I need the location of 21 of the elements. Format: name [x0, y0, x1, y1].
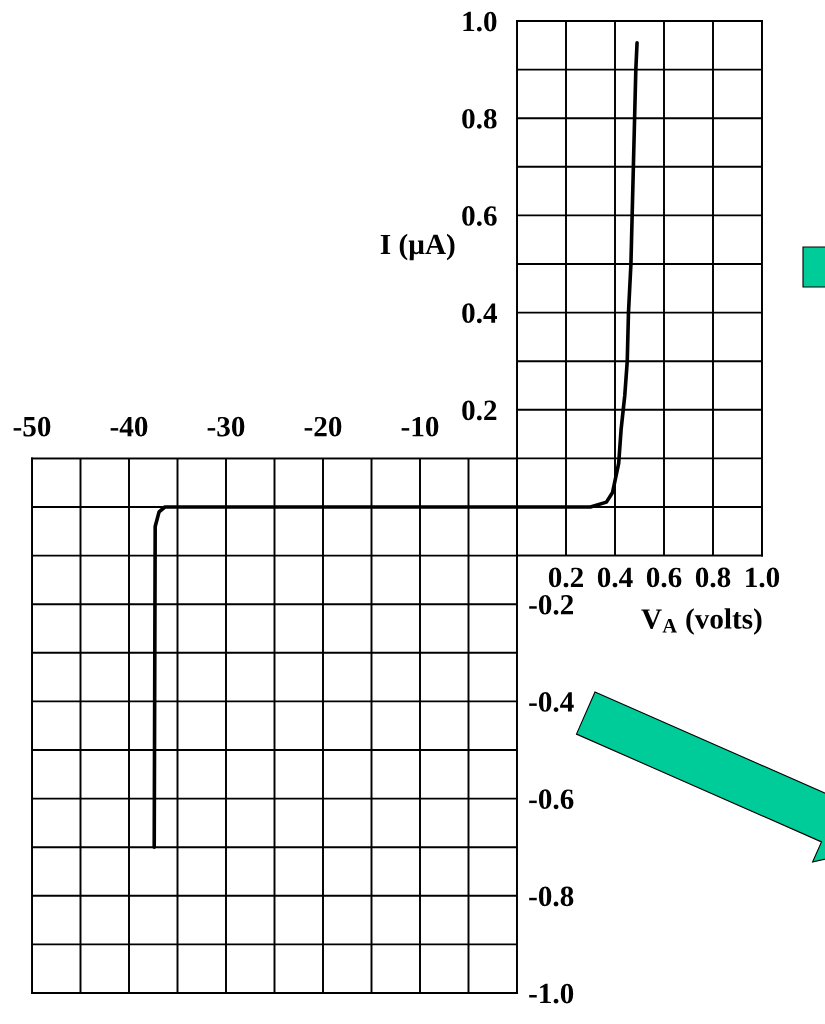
x-tick-label: 0.6 [646, 567, 682, 588]
y-tick-label: 0.4 [462, 303, 498, 324]
x-tick-label: -40 [110, 416, 148, 437]
y-tick-label: 0.6 [462, 206, 497, 226]
y-tick-label: -1.0 [529, 983, 574, 1004]
x-tick-label: 0.4 [597, 567, 633, 588]
x-axis-title: V$_{A}$ (volts) [641, 608, 762, 635]
y-tick-label: -0.2 [529, 594, 574, 615]
y-tick-label: -0.4 [529, 692, 574, 712]
x-tick-label: -50 [13, 416, 51, 437]
x-tick-label: -10 [401, 416, 439, 437]
y-tick-label: -0.6 [529, 789, 574, 810]
x-tick-label: 0.8 [695, 567, 731, 588]
x-tick-label: -30 [207, 416, 245, 437]
x-tick-label: 1.0 [746, 567, 780, 588]
y-tick-label: -0.8 [529, 886, 574, 907]
y-axis-title: I (µA) [380, 233, 455, 261]
x-tick-label: -20 [304, 416, 342, 437]
y-tick-label: 1.0 [463, 11, 497, 32]
y-tick-label: 0.2 [462, 400, 497, 421]
y-tick-label: 0.8 [462, 108, 497, 129]
